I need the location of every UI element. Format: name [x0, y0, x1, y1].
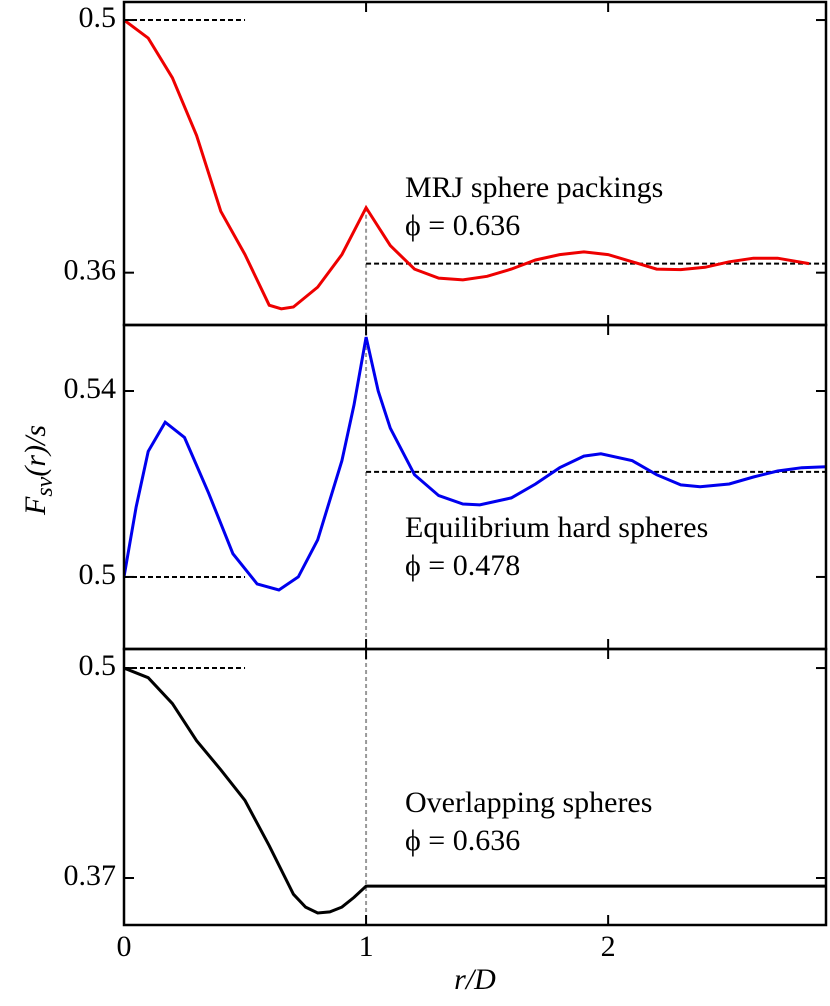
- plot-area: [124, 336, 826, 592]
- curve: [124, 336, 826, 592]
- y-tick-label: 0.5: [79, 1, 117, 34]
- y-tick-label: 0.54: [64, 372, 117, 405]
- x-tick-label: 1: [359, 930, 374, 963]
- y-label-sub: sv: [32, 476, 58, 496]
- y-tick-label: 0.37: [64, 859, 117, 892]
- x-tick-label: 0: [117, 930, 132, 963]
- annotation: ϕ = 0.636: [405, 209, 520, 242]
- y-label-rest: (r)/s: [19, 425, 52, 477]
- curve: [124, 666, 826, 915]
- annotation: ϕ = 0.636: [405, 824, 520, 857]
- curve: [124, 18, 810, 311]
- y-tick-label: 0.5: [79, 649, 117, 682]
- plot-area: [124, 666, 826, 915]
- annotation: MRJ sphere packings: [405, 171, 663, 204]
- y-tick-label: 0.36: [64, 254, 117, 287]
- panel-frame: [122, 647, 828, 927]
- panel-frame: [122, 0, 828, 327]
- y-label-main: F: [19, 496, 52, 516]
- x-axis-label: r/D: [454, 963, 496, 996]
- y-axis-label: Fsv(r)/s: [19, 425, 58, 516]
- panel-frame: [122, 323, 828, 651]
- y-tick-label: 0.5: [79, 558, 117, 591]
- x-tick-label: 2: [601, 930, 616, 963]
- annotation: Equilibrium hard spheres: [405, 511, 708, 544]
- annotation: Overlapping spheres: [405, 786, 652, 819]
- annotation: ϕ = 0.478: [405, 549, 520, 582]
- plot-area: [124, 18, 810, 311]
